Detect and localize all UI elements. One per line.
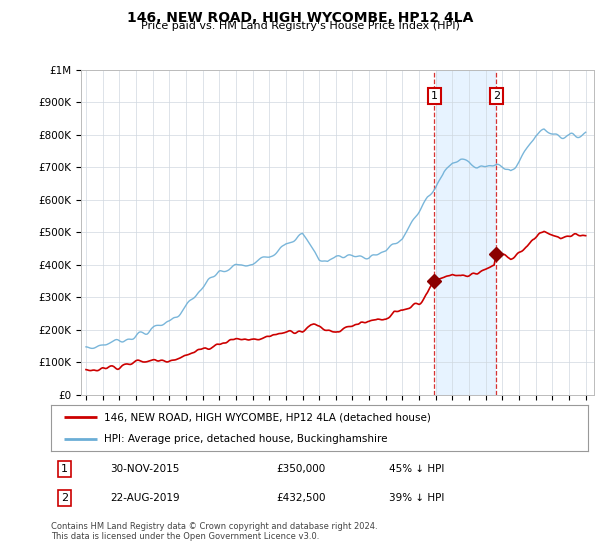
Text: 146, NEW ROAD, HIGH WYCOMBE, HP12 4LA (detached house): 146, NEW ROAD, HIGH WYCOMBE, HP12 4LA (d…	[104, 412, 431, 422]
Text: Price paid vs. HM Land Registry's House Price Index (HPI): Price paid vs. HM Land Registry's House …	[140, 21, 460, 31]
Text: HPI: Average price, detached house, Buckinghamshire: HPI: Average price, detached house, Buck…	[104, 435, 387, 444]
Text: 2: 2	[61, 493, 68, 503]
Text: £432,500: £432,500	[277, 493, 326, 503]
Text: 45% ↓ HPI: 45% ↓ HPI	[389, 464, 445, 474]
Text: 39% ↓ HPI: 39% ↓ HPI	[389, 493, 445, 503]
Text: 30-NOV-2015: 30-NOV-2015	[110, 464, 179, 474]
Text: Contains HM Land Registry data © Crown copyright and database right 2024.
This d: Contains HM Land Registry data © Crown c…	[51, 522, 377, 542]
Text: 2: 2	[493, 91, 500, 101]
Text: 1: 1	[61, 464, 68, 474]
Text: 146, NEW ROAD, HIGH WYCOMBE, HP12 4LA: 146, NEW ROAD, HIGH WYCOMBE, HP12 4LA	[127, 11, 473, 25]
Text: 22-AUG-2019: 22-AUG-2019	[110, 493, 179, 503]
Text: 1: 1	[431, 91, 438, 101]
Text: £350,000: £350,000	[277, 464, 326, 474]
